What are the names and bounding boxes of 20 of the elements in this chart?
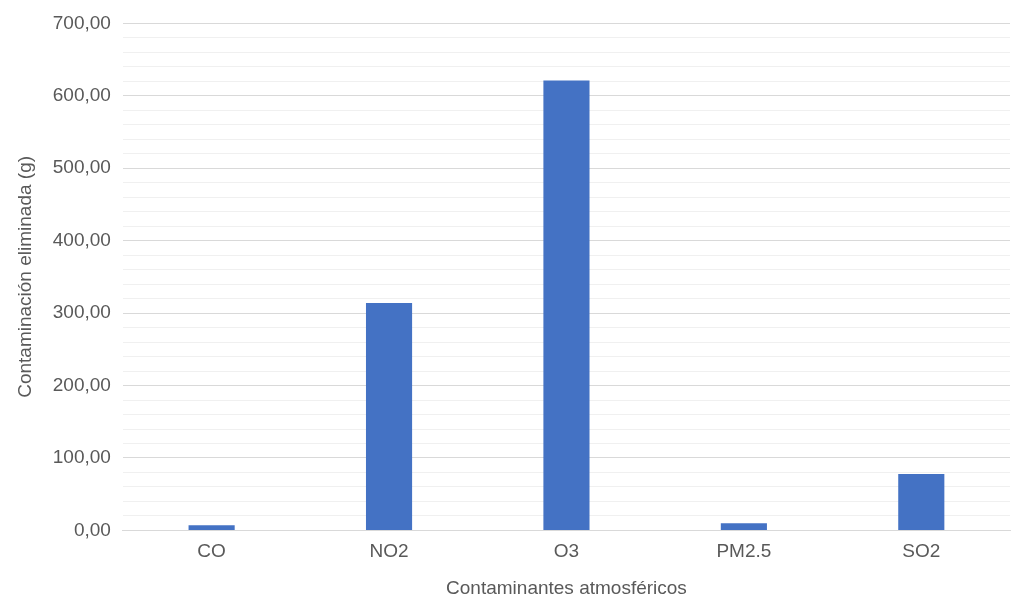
bar — [543, 80, 590, 530]
y-tick-label: 700,00 — [52, 11, 111, 33]
y-tick-label: 500,00 — [52, 156, 111, 178]
bar — [188, 525, 235, 530]
y-tick-label: 200,00 — [52, 373, 111, 395]
y-tick-label: 100,00 — [52, 446, 111, 468]
x-tick-label: SO2 — [902, 540, 941, 562]
x-tick-label: NO2 — [369, 540, 409, 562]
y-tick-label: 400,00 — [52, 228, 111, 250]
bar — [898, 473, 945, 530]
x-tick-label: CO — [197, 540, 226, 562]
y-tick-label: 300,00 — [52, 301, 111, 323]
y-tick-label: 600,00 — [52, 84, 111, 106]
bar — [720, 523, 767, 530]
x-axis-title: Contaminantes atmosféricos — [446, 576, 687, 598]
y-tick-label: 0,00 — [73, 518, 111, 540]
y-axis-title: Contaminación eliminada (g) — [13, 155, 35, 398]
x-tick-label: O3 — [553, 540, 580, 562]
x-tick-label: PM2.5 — [716, 540, 772, 562]
bar — [365, 302, 413, 530]
